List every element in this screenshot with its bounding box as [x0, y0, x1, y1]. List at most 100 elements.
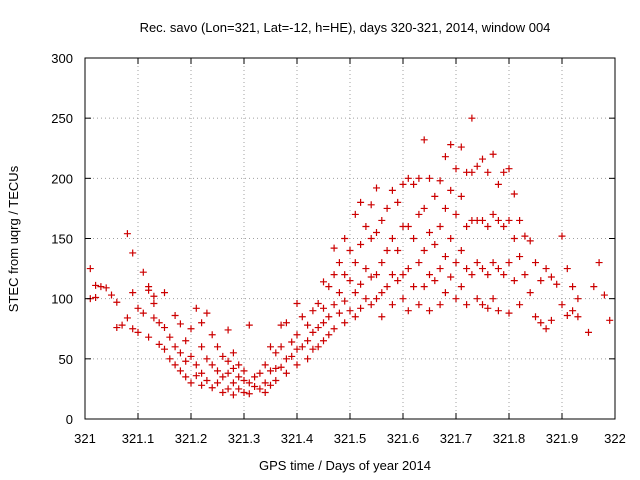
- data-point: [113, 298, 121, 306]
- data-point: [452, 165, 460, 173]
- data-point: [367, 201, 375, 209]
- data-point: [341, 297, 349, 305]
- x-tick-label: 321.3: [228, 431, 261, 446]
- data-point: [526, 237, 534, 245]
- data-point: [341, 319, 349, 327]
- data-point: [171, 343, 179, 351]
- data-point: [494, 180, 502, 188]
- data-point: [176, 367, 184, 375]
- data-point: [267, 367, 274, 375]
- x-tick-label: 321.4: [281, 431, 314, 446]
- data-point: [357, 241, 365, 249]
- data-point: [463, 301, 471, 309]
- data-point: [362, 222, 370, 230]
- data-point: [585, 328, 592, 336]
- data-point: [108, 291, 115, 299]
- data-point: [182, 337, 190, 345]
- data-point: [404, 174, 412, 182]
- data-point: [330, 325, 338, 333]
- data-point: [102, 284, 110, 292]
- data-point: [214, 379, 221, 387]
- data-point: [203, 309, 211, 317]
- y-tick-label: 100: [51, 292, 73, 307]
- x-tick-label: 322: [604, 431, 626, 446]
- x-tick-labels: 321 321.1 321.2 321.3 321.4 321.5 321.6 321.7 32…: [74, 431, 626, 446]
- data-point: [346, 307, 354, 315]
- data-point: [457, 143, 465, 151]
- data-point: [198, 319, 206, 327]
- data-point: [473, 259, 481, 267]
- data-point: [256, 385, 264, 393]
- data-point: [118, 321, 126, 329]
- data-point: [468, 168, 476, 176]
- data-point: [214, 367, 221, 375]
- data-point: [547, 316, 555, 324]
- data-point: [489, 150, 497, 158]
- data-point: [484, 168, 492, 176]
- data-point: [235, 373, 243, 381]
- data-point: [500, 168, 508, 176]
- data-point: [187, 379, 195, 387]
- data-point: [457, 247, 465, 255]
- data-point: [251, 373, 259, 381]
- data-point: [187, 325, 195, 333]
- data-point: [129, 289, 137, 297]
- y-axis-label: STEC from uqrg / TECUs: [6, 165, 21, 312]
- data-point: [558, 301, 566, 309]
- data-point: [410, 180, 418, 188]
- data-point: [309, 307, 317, 315]
- x-axis-label: GPS time / Days of year 2014: [259, 458, 431, 473]
- data-point: [547, 273, 555, 281]
- data-point: [335, 259, 343, 267]
- data-point: [139, 268, 147, 276]
- data-point: [378, 313, 386, 321]
- data-point: [235, 385, 243, 393]
- data-point: [357, 198, 365, 206]
- data-point: [357, 304, 365, 312]
- data-point: [404, 307, 412, 315]
- data-point: [351, 313, 359, 321]
- data-point: [86, 265, 94, 273]
- data-point: [320, 337, 327, 345]
- y-tick-label: 0: [66, 412, 73, 427]
- data-point: [261, 379, 269, 387]
- data-point: [367, 301, 375, 309]
- data-point: [166, 333, 174, 341]
- data-point: [176, 349, 184, 357]
- data-point: [288, 352, 296, 360]
- data-point: [314, 343, 322, 351]
- data-point: [500, 271, 508, 279]
- data-point: [320, 319, 327, 327]
- x-tick-label: 321.7: [440, 431, 473, 446]
- data-point: [494, 307, 502, 315]
- data-point: [479, 216, 486, 224]
- data-point: [510, 277, 518, 285]
- data-point: [293, 361, 301, 369]
- data-point: [166, 355, 174, 363]
- data-point: [203, 376, 211, 384]
- data-point: [229, 349, 237, 357]
- data-point: [129, 249, 137, 257]
- data-point: [277, 343, 285, 351]
- data-point: [590, 283, 598, 291]
- data-point: [229, 391, 237, 399]
- data-point: [431, 192, 439, 200]
- data-point: [431, 277, 439, 285]
- data-point: [251, 383, 259, 391]
- data-point: [314, 324, 322, 332]
- data-point: [388, 186, 396, 194]
- data-point: [134, 328, 142, 336]
- data-point: [171, 312, 179, 320]
- data-point: [240, 389, 248, 397]
- data-point: [373, 295, 380, 303]
- data-point: [526, 289, 534, 297]
- data-point: [346, 247, 354, 255]
- y-tick-label: 50: [59, 352, 73, 367]
- data-point: [161, 324, 168, 332]
- data-point: [415, 259, 423, 267]
- data-point: [473, 162, 481, 170]
- data-point: [378, 289, 386, 297]
- data-point: [452, 295, 460, 303]
- data-point: [441, 153, 449, 161]
- x-tick-label: 321.6: [387, 431, 420, 446]
